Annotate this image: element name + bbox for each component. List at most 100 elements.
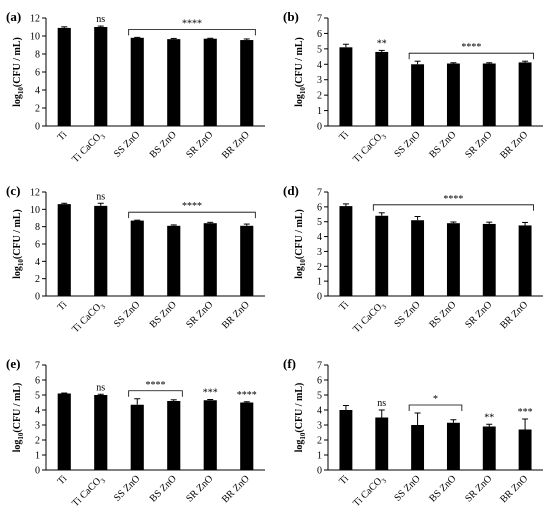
bar-ti-caco3: [375, 417, 389, 470]
bar-bs-zno: [446, 422, 460, 470]
category-tick-label-ti-caco3: Ti CaCO3: [351, 299, 389, 337]
bar-ti: [339, 206, 353, 296]
category-tick-label-br-zno: BR ZnO: [220, 473, 252, 505]
significance-label: ns: [96, 382, 105, 393]
y-axis-label: log10(CFU / mL): [12, 37, 25, 107]
y-tick-label: 3: [317, 421, 322, 432]
y-tick-label: 0: [35, 122, 40, 133]
category-tick-label-bs-zno: BS ZnO: [148, 473, 179, 504]
category-tick-label-br-zno: BR ZnO: [220, 299, 252, 331]
y-tick-label: 1: [317, 106, 322, 117]
significance-label: ns: [377, 398, 386, 409]
y-tick-label: 6: [317, 29, 322, 40]
bar-br-zno: [518, 429, 532, 470]
category-tick-label-ti: Ti: [56, 129, 70, 143]
significance-label: ****: [443, 194, 463, 205]
panel-label: (c): [6, 183, 20, 198]
y-tick-label: 7: [35, 361, 40, 372]
significance-label: ***: [203, 388, 218, 399]
category-tick-label-ss-zno: SS ZnO: [392, 473, 422, 503]
y-tick-label: 4: [317, 60, 322, 71]
category-tick-label-bs-zno: BS ZnO: [148, 129, 179, 160]
category-tick-label-ti-caco3: Ti CaCO3: [70, 299, 108, 337]
significance-label: ****: [146, 380, 166, 391]
y-tick-label: 3: [317, 247, 322, 258]
bar-ti: [57, 27, 71, 126]
category-tick-label-ti-caco3: Ti CaCO3: [70, 473, 108, 511]
y-tick-label: 5: [35, 391, 40, 402]
category-tick-label-ti: Ti: [337, 473, 351, 487]
bar-ti: [57, 204, 71, 296]
chart-panel-c: (c) 0 2 4 6 8 10 12 log10(CFU / mL) Ti Ti CaCO3 SS …: [6, 183, 265, 336]
category-tick-label-sr-zno: SR ZnO: [463, 299, 494, 330]
y-tick-label: 8: [35, 50, 40, 61]
y-tick-label: 2: [35, 104, 40, 115]
bar-ti: [339, 410, 353, 470]
y-tick-label: 6: [317, 202, 322, 213]
y-tick-label: 5: [317, 44, 322, 55]
panel-label: (d): [283, 183, 299, 198]
y-tick-label: 4: [317, 232, 322, 243]
chart-panel-f: (f) 0 1 2 3 4 5 6 7 log10(CFU / mL) Ti Ti CaCO3 SS Z…: [283, 356, 543, 510]
bar-bs-zno: [446, 63, 460, 126]
y-tick-label: 7: [317, 14, 322, 25]
bar-ss-zno: [130, 37, 144, 126]
significance-label: *: [433, 394, 438, 405]
bar-ti-caco3: [94, 27, 108, 126]
bar-br-zno: [240, 40, 254, 126]
significance-bracket: [408, 404, 463, 411]
significance-label: ***: [518, 407, 533, 418]
y-tick-label: 10: [30, 205, 40, 216]
bar-ti-caco3: [375, 51, 389, 126]
bar-sr-zno: [203, 38, 217, 127]
panel-label: (b): [283, 9, 299, 24]
y-tick-label: 2: [317, 436, 322, 447]
y-tick-label: 2: [317, 262, 322, 273]
category-tick-label-ss-zno: SS ZnO: [112, 473, 142, 503]
bar-ss-zno: [130, 404, 144, 470]
chart-panel-b: (b) 0 1 2 3 4 5 6 7 log10(CFU / mL) Ti Ti CaCO3 SS Z…: [283, 9, 543, 166]
y-tick-label: 7: [317, 361, 322, 372]
bar-ti-caco3: [94, 395, 108, 470]
y-axis-label: log10(CFU / mL): [12, 209, 25, 279]
y-tick-label: 12: [30, 14, 40, 25]
y-tick-label: 4: [35, 86, 40, 97]
significance-bracket: [128, 390, 183, 397]
bar-ti: [339, 47, 353, 126]
bar-sr-zno: [482, 223, 496, 296]
y-tick-label: 0: [35, 466, 40, 477]
bar-br-zno: [518, 225, 532, 296]
y-tick-label: 0: [317, 466, 322, 477]
y-tick-label: 3: [35, 421, 40, 432]
bar-ss-zno: [411, 64, 425, 126]
significance-label: **: [484, 412, 494, 423]
significance-label: ****: [182, 201, 202, 212]
significance-label: ns: [96, 14, 105, 25]
bar-br-zno: [240, 225, 254, 296]
category-tick-label-ss-zno: SS ZnO: [392, 299, 422, 329]
category-tick-label-ti: Ti: [337, 129, 351, 143]
panel-label: (f): [283, 356, 296, 371]
panel-label: (e): [6, 356, 20, 371]
category-tick-label-br-zno: BR ZnO: [220, 129, 252, 161]
y-axis-label: log10(CFU / mL): [294, 383, 307, 453]
category-tick-label-ti: Ti: [56, 299, 70, 313]
category-tick-label-sr-zno: SR ZnO: [463, 473, 494, 504]
significance-bracket: [128, 211, 256, 219]
category-tick-label-ti-caco3: Ti CaCO3: [351, 129, 389, 167]
y-tick-label: 0: [317, 122, 322, 133]
bar-br-zno: [240, 402, 254, 470]
category-tick-label-sr-zno: SR ZnO: [184, 129, 215, 160]
chart-panel-d: (d) 0 1 2 3 4 5 6 7 log10(CFU / mL) Ti Ti CaCO3 SS Z…: [283, 183, 543, 336]
bar-ti-caco3: [375, 215, 389, 296]
y-axis-label: log10(CFU / mL): [294, 209, 307, 279]
category-tick-label-sr-zno: SR ZnO: [184, 299, 215, 330]
significance-label: **: [377, 38, 387, 49]
bar-ss-zno: [411, 425, 425, 470]
y-tick-label: 2: [35, 436, 40, 447]
category-tick-label-bs-zno: BS ZnO: [427, 299, 458, 330]
bar-sr-zno: [203, 223, 217, 296]
y-tick-label: 6: [35, 376, 40, 387]
category-tick-label-sr-zno: SR ZnO: [184, 473, 215, 504]
